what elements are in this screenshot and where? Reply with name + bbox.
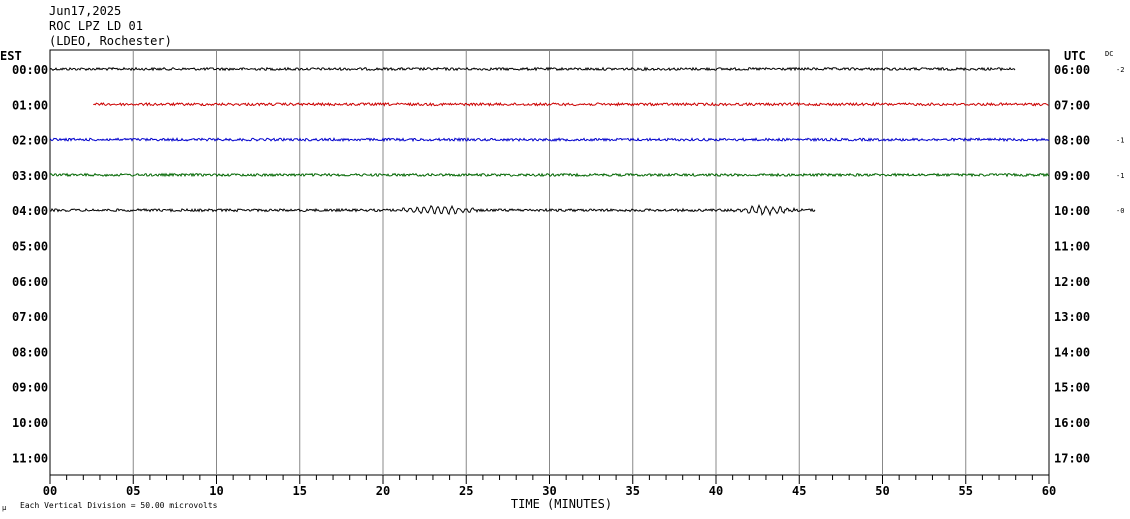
x-tick-label: 40	[709, 484, 723, 498]
utc-time-label: 07:00	[1054, 98, 1090, 112]
est-time-label: 04:00	[12, 204, 48, 218]
dc-offset-label: -1	[1116, 137, 1124, 145]
utc-time-label: 17:00	[1054, 451, 1090, 465]
x-tick-label: 20	[376, 484, 390, 498]
est-time-label: 00:00	[12, 63, 48, 77]
est-time-label: 02:00	[12, 134, 48, 148]
scale-note-symbol: μ	[2, 504, 7, 512]
est-label: EST	[0, 49, 22, 63]
est-time-label: 06:00	[12, 275, 48, 289]
x-tick-label: 15	[293, 484, 307, 498]
est-time-label: 01:00	[12, 98, 48, 112]
est-time-label: 09:00	[12, 381, 48, 395]
dc-offset-label: -2	[1116, 66, 1124, 74]
x-axis-label: TIME (MINUTES)	[511, 497, 612, 511]
est-time-label: 03:00	[12, 169, 48, 183]
dc-offset-label: -0	[1116, 207, 1124, 215]
x-tick-label: 60	[1042, 484, 1056, 498]
est-time-label: 10:00	[12, 416, 48, 430]
utc-time-label: 14:00	[1054, 345, 1090, 359]
x-tick-label: 30	[542, 484, 556, 498]
trace-line	[49, 66, 1016, 72]
trace-line	[49, 172, 1050, 178]
est-time-label: 05:00	[12, 240, 48, 254]
utc-time-label: 12:00	[1054, 275, 1090, 289]
scale-note: Each Vertical Division = 50.00 microvolt…	[20, 501, 218, 510]
x-tick-label: 50	[875, 484, 889, 498]
trace-line	[49, 137, 1050, 143]
est-time-label: 07:00	[12, 310, 48, 324]
utc-label: UTC	[1064, 49, 1086, 63]
utc-time-label: 09:00	[1054, 169, 1090, 183]
x-tick-label: 00	[43, 484, 57, 498]
trace-line	[93, 101, 1049, 107]
utc-time-label: 08:00	[1054, 134, 1090, 148]
trace-line	[49, 203, 816, 217]
x-tick-label: 05	[126, 484, 140, 498]
utc-time-label: 06:00	[1054, 63, 1090, 77]
utc-time-label: 11:00	[1054, 240, 1090, 254]
utc-time-label: 15:00	[1054, 381, 1090, 395]
header-network: (LDEO, Rochester)	[49, 34, 172, 48]
dc-offset-label: -1	[1116, 172, 1124, 180]
est-time-label: 08:00	[12, 345, 48, 359]
x-tick-label: 55	[959, 484, 973, 498]
dc-label: DC	[1105, 50, 1113, 58]
est-time-label: 11:00	[12, 451, 48, 465]
header-date: Jun17,2025	[49, 4, 122, 18]
x-tick-label: 10	[209, 484, 223, 498]
x-tick-label: 35	[626, 484, 640, 498]
header-station: ROC LPZ LD 01	[49, 19, 143, 33]
utc-time-label: 10:00	[1054, 204, 1090, 218]
x-tick-label: 45	[792, 484, 806, 498]
x-tick-label: 25	[459, 484, 473, 498]
utc-time-label: 13:00	[1054, 310, 1090, 324]
utc-time-label: 16:00	[1054, 416, 1090, 430]
